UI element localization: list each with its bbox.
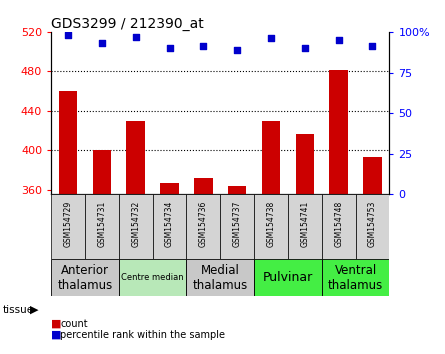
Bar <box>288 194 322 259</box>
Point <box>98 40 105 46</box>
Bar <box>119 194 153 259</box>
Text: GSM154732: GSM154732 <box>131 201 140 247</box>
Bar <box>254 259 322 296</box>
Text: GSM154731: GSM154731 <box>97 201 106 247</box>
Bar <box>126 120 145 194</box>
Point <box>132 34 139 40</box>
Text: GSM154738: GSM154738 <box>267 201 275 247</box>
Text: GSM154734: GSM154734 <box>165 200 174 247</box>
Bar <box>322 194 356 259</box>
Bar <box>160 183 179 194</box>
Point <box>166 45 173 51</box>
Text: Pulvinar: Pulvinar <box>263 271 313 284</box>
Text: Centre median: Centre median <box>121 273 184 282</box>
Text: GSM154741: GSM154741 <box>300 201 309 247</box>
Point <box>301 45 308 51</box>
Bar <box>51 194 85 259</box>
Bar <box>119 259 186 296</box>
Text: GDS3299 / 212390_at: GDS3299 / 212390_at <box>51 17 204 31</box>
Point <box>335 37 342 43</box>
Point <box>234 47 241 53</box>
Text: Anterior
thalamus: Anterior thalamus <box>57 263 113 292</box>
Text: tissue: tissue <box>2 305 33 315</box>
Bar <box>262 120 280 194</box>
Bar <box>220 194 254 259</box>
Text: Medial
thalamus: Medial thalamus <box>193 263 248 292</box>
Text: count: count <box>60 319 88 329</box>
Bar <box>85 194 119 259</box>
Point <box>369 44 376 49</box>
Bar <box>186 194 220 259</box>
Bar <box>254 194 288 259</box>
Text: GSM154748: GSM154748 <box>334 201 343 247</box>
Bar <box>228 185 247 194</box>
Bar <box>356 194 389 259</box>
Bar <box>363 157 382 194</box>
Point <box>267 35 275 41</box>
Text: ■: ■ <box>51 319 62 329</box>
Text: Ventral
thalamus: Ventral thalamus <box>328 263 383 292</box>
Bar <box>153 194 186 259</box>
Point <box>200 44 207 49</box>
Text: GSM154729: GSM154729 <box>64 201 73 247</box>
Bar <box>329 70 348 194</box>
Bar <box>194 178 213 194</box>
Text: percentile rank within the sample: percentile rank within the sample <box>60 330 225 339</box>
Bar <box>186 259 254 296</box>
Bar <box>59 91 77 194</box>
Text: GSM154753: GSM154753 <box>368 200 377 247</box>
Text: ■: ■ <box>51 330 62 339</box>
Bar <box>295 134 314 194</box>
Point <box>65 32 72 38</box>
Text: GSM154737: GSM154737 <box>233 200 242 247</box>
Text: GSM154736: GSM154736 <box>199 200 208 247</box>
Bar <box>51 259 119 296</box>
Bar <box>322 259 389 296</box>
Bar <box>93 150 111 194</box>
Text: ▶: ▶ <box>30 305 39 315</box>
